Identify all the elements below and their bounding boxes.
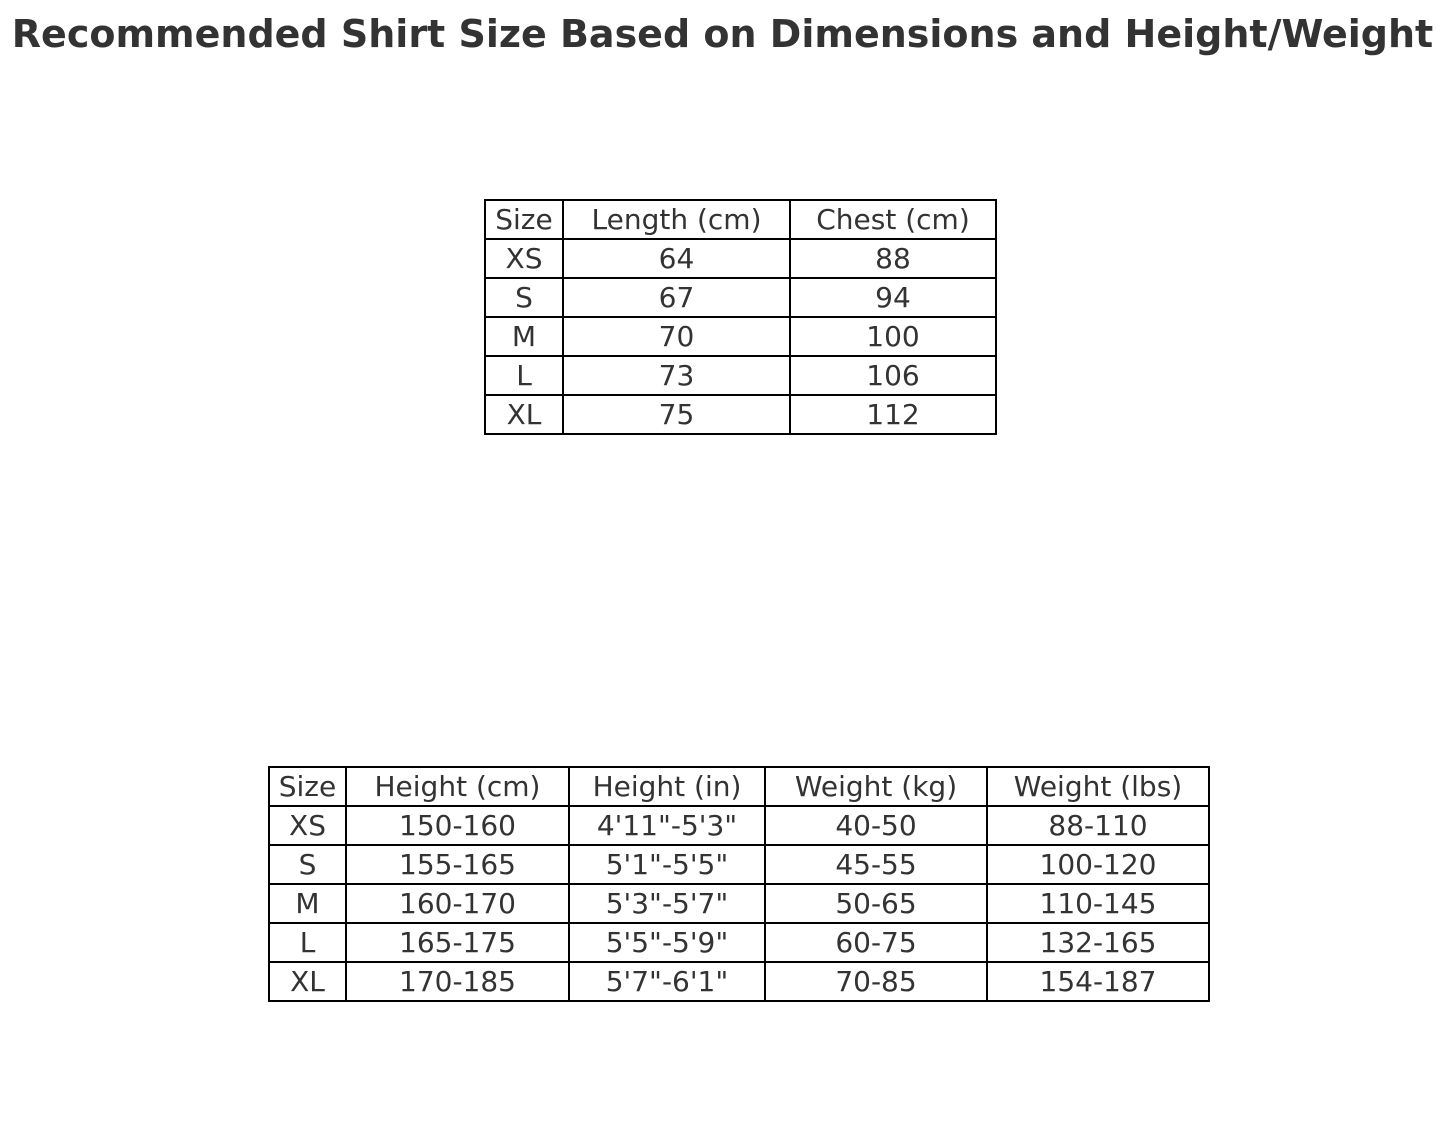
column-header-length-cm: Length (cm) <box>562 199 791 240</box>
weight-lbs-cell: 154-187 <box>986 961 1210 1002</box>
size-cell: S <box>268 844 347 885</box>
weight-kg-cell: 40-50 <box>764 805 988 846</box>
weight-kg-cell: 70-85 <box>764 961 988 1002</box>
table-row-m: M 70 100 <box>484 316 997 357</box>
chest-cell: 112 <box>789 394 997 435</box>
height-weight-table: Size Height (cm) Height (in) Weight (kg)… <box>268 766 1210 1002</box>
height-cm-cell: 150-160 <box>345 805 570 846</box>
table-row-xs: XS 64 88 <box>484 238 997 279</box>
table-row-s: S 67 94 <box>484 277 997 318</box>
column-header-height-in: Height (in) <box>568 766 766 807</box>
length-cell: 70 <box>562 316 791 357</box>
size-cell: XS <box>268 805 347 846</box>
column-header-chest-cm: Chest (cm) <box>789 199 997 240</box>
table-row-xl: XL 170-185 5'7"-6'1" 70-85 154-187 <box>268 961 1210 1002</box>
height-in-cell: 5'7"-6'1" <box>568 961 766 1002</box>
length-cell: 73 <box>562 355 791 396</box>
column-header-height-cm: Height (cm) <box>345 766 570 807</box>
table-row-s: S 155-165 5'1"-5'5" 45-55 100-120 <box>268 844 1210 885</box>
chest-cell: 88 <box>789 238 997 279</box>
column-header-weight-kg: Weight (kg) <box>764 766 988 807</box>
size-cell: L <box>484 355 564 396</box>
height-in-cell: 4'11"-5'3" <box>568 805 766 846</box>
weight-lbs-cell: 132-165 <box>986 922 1210 963</box>
page-title: Recommended Shirt Size Based on Dimensio… <box>11 12 1434 56</box>
size-cell: S <box>484 277 564 318</box>
table-row-m: M 160-170 5'3"-5'7" 50-65 110-145 <box>268 883 1210 924</box>
height-cm-cell: 155-165 <box>345 844 570 885</box>
height-cm-cell: 160-170 <box>345 883 570 924</box>
height-in-cell: 5'1"-5'5" <box>568 844 766 885</box>
height-in-cell: 5'5"-5'9" <box>568 922 766 963</box>
height-in-cell: 5'3"-5'7" <box>568 883 766 924</box>
weight-kg-cell: 45-55 <box>764 844 988 885</box>
height-cm-cell: 165-175 <box>345 922 570 963</box>
length-cell: 75 <box>562 394 791 435</box>
size-cell: M <box>484 316 564 357</box>
length-cell: 64 <box>562 238 791 279</box>
chest-cell: 94 <box>789 277 997 318</box>
weight-lbs-cell: 110-145 <box>986 883 1210 924</box>
weight-lbs-cell: 100-120 <box>986 844 1210 885</box>
table-row-xs: XS 150-160 4'11"-5'3" 40-50 88-110 <box>268 805 1210 846</box>
size-cell: M <box>268 883 347 924</box>
table-header-row: Size Length (cm) Chest (cm) <box>484 199 997 240</box>
chest-cell: 100 <box>789 316 997 357</box>
height-cm-cell: 170-185 <box>345 961 570 1002</box>
column-header-size: Size <box>268 766 347 807</box>
column-header-weight-lbs: Weight (lbs) <box>986 766 1210 807</box>
table-row-l: L 165-175 5'5"-5'9" 60-75 132-165 <box>268 922 1210 963</box>
weight-kg-cell: 60-75 <box>764 922 988 963</box>
size-cell: L <box>268 922 347 963</box>
table-row-xl: XL 75 112 <box>484 394 997 435</box>
table-row-l: L 73 106 <box>484 355 997 396</box>
size-cell: XS <box>484 238 564 279</box>
weight-kg-cell: 50-65 <box>764 883 988 924</box>
table-header-row: Size Height (cm) Height (in) Weight (kg)… <box>268 766 1210 807</box>
length-cell: 67 <box>562 277 791 318</box>
chest-cell: 106 <box>789 355 997 396</box>
shirt-dimensions-table: Size Length (cm) Chest (cm) XS 64 88 S 6… <box>484 199 997 435</box>
size-cell: XL <box>268 961 347 1002</box>
size-cell: XL <box>484 394 564 435</box>
column-header-size: Size <box>484 199 564 240</box>
weight-lbs-cell: 88-110 <box>986 805 1210 846</box>
